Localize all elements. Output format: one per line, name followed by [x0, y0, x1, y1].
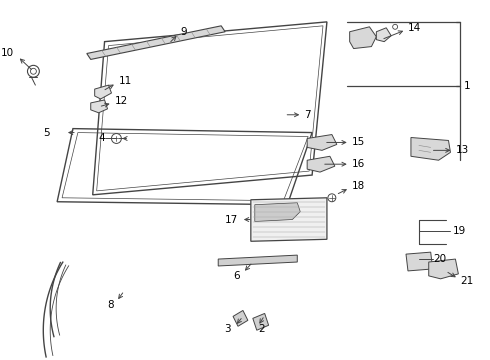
Polygon shape: [307, 156, 335, 172]
Text: 19: 19: [452, 226, 466, 237]
Text: 10: 10: [0, 49, 14, 58]
Text: 5: 5: [44, 127, 50, 138]
Polygon shape: [253, 314, 269, 330]
Text: 9: 9: [181, 27, 187, 37]
Text: 6: 6: [233, 271, 240, 281]
Polygon shape: [406, 252, 433, 271]
Text: 18: 18: [352, 181, 365, 191]
Polygon shape: [218, 255, 297, 266]
Polygon shape: [255, 203, 300, 221]
Text: 7: 7: [304, 110, 311, 120]
Polygon shape: [233, 310, 248, 326]
Polygon shape: [376, 28, 391, 42]
Polygon shape: [350, 27, 376, 49]
Text: 21: 21: [460, 276, 474, 286]
Text: 14: 14: [408, 23, 421, 33]
Text: 17: 17: [225, 215, 238, 225]
Text: 20: 20: [434, 254, 447, 264]
Text: 4: 4: [98, 134, 104, 144]
Polygon shape: [251, 198, 327, 241]
Polygon shape: [429, 259, 458, 279]
Text: 13: 13: [455, 145, 468, 156]
Polygon shape: [411, 138, 450, 160]
Text: 3: 3: [224, 324, 231, 334]
Text: 11: 11: [119, 76, 132, 86]
Text: 16: 16: [352, 159, 365, 169]
Polygon shape: [87, 26, 225, 59]
Text: 2: 2: [259, 324, 266, 334]
Polygon shape: [307, 135, 337, 150]
Text: 8: 8: [107, 300, 114, 310]
Polygon shape: [91, 100, 107, 113]
Polygon shape: [95, 85, 112, 99]
Text: 1: 1: [464, 81, 470, 91]
Text: 12: 12: [115, 96, 128, 106]
Text: 15: 15: [352, 138, 365, 148]
